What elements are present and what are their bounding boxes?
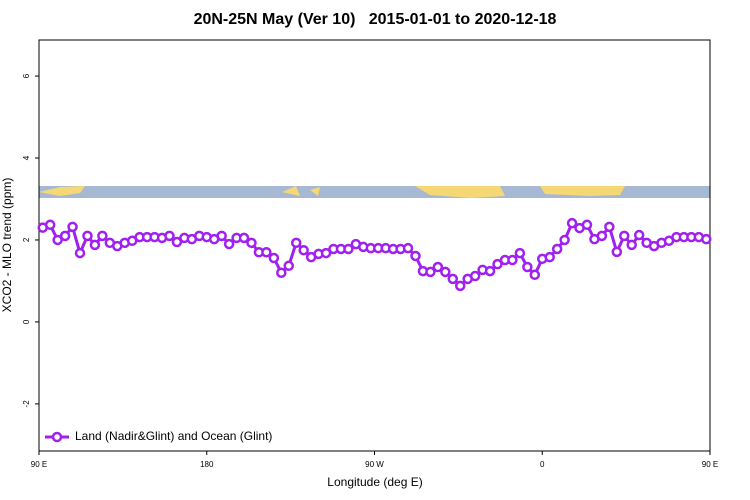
point	[59, 230, 71, 242]
point	[701, 233, 712, 245]
point	[633, 229, 645, 241]
point	[544, 251, 555, 263]
point	[596, 230, 608, 242]
point	[74, 247, 86, 259]
point	[551, 243, 563, 255]
x-tick-label: 90 E	[31, 460, 47, 469]
point	[164, 230, 175, 242]
point	[469, 270, 481, 282]
x-tick-label: 180	[200, 460, 214, 469]
point	[343, 243, 354, 255]
x-axis-label: Longitude (deg E)	[327, 475, 422, 489]
point	[507, 254, 518, 266]
point	[522, 261, 533, 273]
point	[290, 237, 302, 249]
point	[402, 242, 414, 254]
point	[581, 219, 593, 231]
point	[619, 230, 630, 242]
y-tick-label: 4	[22, 155, 31, 160]
point	[52, 234, 63, 246]
map-strip	[39, 186, 710, 198]
x-tick-label: 90 E	[702, 460, 718, 469]
point	[171, 236, 183, 248]
legend-label: Land (Nadir&Glint) and Ocean (Glint)	[75, 429, 272, 443]
point	[261, 247, 272, 258]
point	[276, 267, 287, 278]
point	[67, 221, 78, 233]
point	[238, 232, 250, 244]
point	[454, 280, 466, 292]
point	[97, 230, 108, 242]
point	[283, 260, 295, 272]
point	[44, 219, 56, 231]
point	[529, 269, 541, 281]
point	[425, 266, 436, 278]
point	[246, 237, 257, 249]
point	[626, 239, 637, 251]
point	[514, 247, 526, 259]
point	[566, 217, 578, 229]
point	[89, 239, 101, 251]
point	[432, 261, 444, 273]
point	[484, 265, 496, 277]
point	[223, 238, 235, 250]
legend-marker	[51, 431, 63, 443]
point	[559, 234, 570, 246]
point	[440, 266, 451, 278]
y-tick-label: 6	[22, 73, 31, 78]
point	[447, 273, 459, 285]
point	[268, 252, 280, 264]
x-tick-label: 0	[540, 460, 545, 469]
y-tick-label: 2	[22, 237, 31, 242]
point	[492, 258, 503, 270]
y-axis-label: XCO2 - MLO trend (ppm)	[0, 178, 14, 313]
point	[216, 230, 227, 242]
y-tick-label: -2	[22, 400, 31, 408]
chart-title: 20N-25N May (Ver 10) 2015-01-01 to 2020-…	[194, 11, 557, 28]
x-tick-label: 90 W	[365, 460, 384, 469]
point	[604, 221, 615, 233]
point	[611, 246, 623, 258]
point	[320, 247, 332, 259]
point	[410, 250, 421, 262]
point	[82, 230, 93, 242]
y-tick-label: 0	[22, 319, 31, 324]
point	[298, 244, 309, 256]
